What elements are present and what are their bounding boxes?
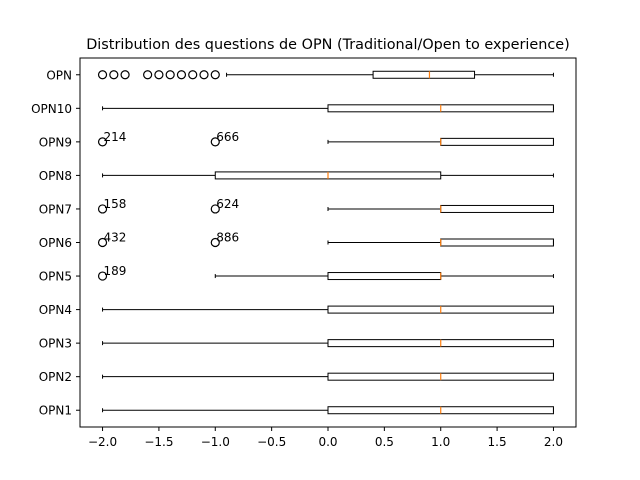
y-tick-label-opn: OPN — [46, 68, 72, 82]
box-opn10 — [102, 104, 554, 113]
flier-opn-4 — [154, 70, 164, 80]
plot-area — [97, 70, 554, 415]
y-tick-label-opn10: OPN10 — [31, 102, 72, 116]
x-tick-label-2: −1.0 — [201, 435, 230, 449]
flier-opn6-1 — [210, 237, 220, 248]
flier-opn-5 — [165, 70, 175, 80]
annotation-158: 158 — [104, 197, 127, 211]
y-tick-label-opn8: OPN8 — [39, 169, 72, 183]
y-tick-label-opn9: OPN9 — [39, 135, 72, 149]
x-tick-label-3: −0.5 — [257, 435, 286, 449]
flier-opn-3 — [143, 70, 153, 80]
x-tick-label-7: 1.5 — [488, 435, 507, 449]
y-tick-label-opn7: OPN7 — [39, 202, 72, 216]
flier-opn9-0 — [97, 137, 108, 147]
box-opn5 — [97, 271, 554, 281]
annotation-189: 189 — [104, 264, 127, 278]
y-tick-label-opn6: OPN6 — [39, 236, 72, 250]
flier-opn-1 — [109, 70, 119, 80]
x-tick-label-0: −2.0 — [88, 435, 117, 449]
iqr-box-opn — [372, 70, 476, 79]
y-axis: OPN1 OPN2 OPN3 OPN4 OPN5 OPN6 OPN7 OPN8 OPN9 OPN1… — [31, 68, 80, 418]
box-opn9 — [97, 137, 554, 147]
flier-opn-2 — [120, 70, 130, 80]
y-tick-label-opn2: OPN2 — [39, 370, 72, 384]
x-axis: −2.0 −1.5 −1.0 −0.5 0.0 0.5 1.0 1.5 2.0 — [88, 427, 563, 449]
flier-opn7-1 — [210, 204, 220, 214]
annotation-886: 886 — [216, 231, 239, 245]
x-tick-label-5: 0.5 — [375, 435, 394, 449]
box-opn3 — [102, 339, 554, 348]
y-tick-label-opn5: OPN5 — [39, 270, 72, 284]
box-opn7 — [97, 204, 554, 214]
annotation-624: 624 — [216, 197, 239, 211]
y-tick-label-opn3: OPN3 — [39, 337, 72, 351]
x-tick-label-8: 2.0 — [544, 435, 563, 449]
annotation-214: 214 — [104, 130, 127, 144]
flier-opn9-1 — [210, 137, 220, 147]
x-tick-label-1: −1.5 — [144, 435, 173, 449]
box-opn8 — [102, 171, 554, 180]
annotation-666: 666 — [216, 130, 239, 144]
flier-opn7-0 — [97, 204, 108, 214]
y-tick-label-opn4: OPN4 — [39, 303, 72, 317]
chart-title: Distribution des questions de OPN (Tradi… — [86, 37, 570, 53]
flier-opn-7 — [188, 70, 198, 80]
flier-opn-6 — [176, 70, 187, 80]
flier-opn-8 — [199, 70, 209, 80]
x-tick-label-6: 1.0 — [431, 435, 450, 449]
box-opn6 — [97, 237, 554, 248]
outlier-annotations: 214 666 158 624 432 886 189 — [104, 130, 240, 278]
box-opn1 — [102, 406, 554, 415]
box-opn — [97, 70, 554, 80]
flier-opn-9 — [210, 70, 220, 80]
flier-opn5-0 — [97, 271, 108, 281]
flier-opn6-0 — [97, 237, 108, 248]
y-tick-label-opn1: OPN1 — [39, 404, 72, 418]
box-opn2 — [102, 372, 554, 381]
flier-opn-0 — [97, 70, 108, 80]
box-opn4 — [102, 305, 554, 314]
x-tick-label-4: 0.0 — [318, 435, 337, 449]
annotation-432: 432 — [104, 231, 127, 245]
